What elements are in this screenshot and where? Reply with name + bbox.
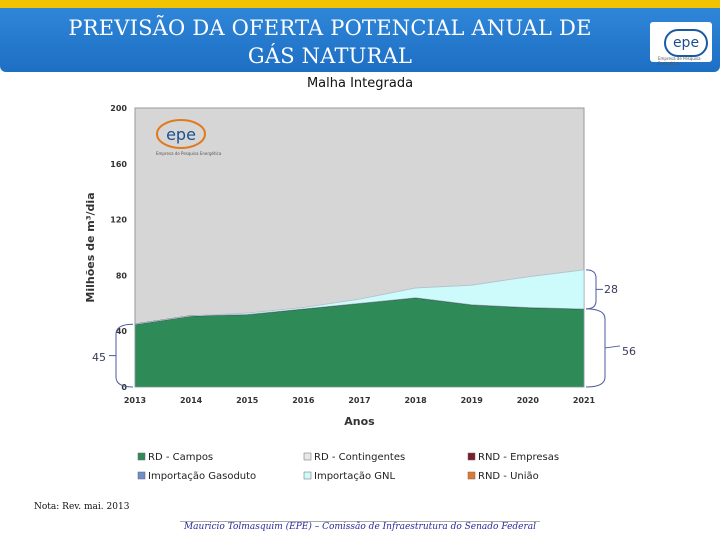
- legend-label: RND - Empresas: [478, 452, 559, 463]
- revision-note: Nota: Rev. mai. 2013: [34, 502, 130, 512]
- top-accent-strip: [0, 0, 720, 8]
- x-axis-label: Anos: [344, 415, 375, 428]
- y-tick-label: 40: [116, 327, 128, 336]
- y-tick-label: 120: [110, 216, 127, 225]
- brace-2021-national: [585, 308, 621, 388]
- brace-2021-gnl: [585, 269, 603, 310]
- y-tick-label: 200: [110, 104, 127, 113]
- legend-swatch: [137, 452, 146, 461]
- x-tick-label: 2013: [124, 396, 146, 405]
- brace-2013-total: [109, 323, 134, 388]
- inner-logo-ring: [156, 119, 206, 149]
- annotation-2021-national: 56: [622, 345, 636, 358]
- page-title: PREVISÃO DA OFERTA POTENCIAL ANUAL DE GÁ…: [60, 14, 600, 70]
- x-tick-label: 2019: [461, 396, 484, 405]
- x-tick-label: 2014: [180, 396, 203, 405]
- x-tick-label: 2015: [236, 396, 259, 405]
- inner-logo-subtitle: Empresa de Pesquisa Energética: [156, 151, 222, 156]
- area-chart: epe Empresa de Pesquisa Energética 0 40 80 12…: [84, 104, 621, 482]
- legend-swatch: [467, 452, 476, 461]
- chart-subtitle: Malha Integrada: [306, 76, 414, 91]
- x-tick-label: 2016: [292, 396, 315, 405]
- x-tick-label: 2018: [404, 396, 427, 405]
- line-importa-o-gnl: [134, 269, 585, 325]
- legend-label: Importação Gasoduto: [148, 471, 256, 482]
- legend-label: RD - Campos: [148, 452, 213, 463]
- x-tick-label: 2017: [348, 396, 370, 405]
- y-tick-label: 0: [121, 383, 127, 392]
- legend-swatch: [303, 471, 312, 480]
- x-tick-label: 2021: [573, 396, 596, 405]
- legend-swatch: [303, 452, 312, 461]
- epe-logo-text: epe: [664, 29, 708, 57]
- inner-logo-text: epe: [166, 125, 196, 144]
- annotation-2021-gnl: 28: [604, 283, 618, 296]
- footer-credit: Mauricio Tolmasquim (EPE) – Comissão de …: [180, 521, 540, 534]
- x-tick-label: 2020: [517, 396, 540, 405]
- page-title-line-1: PREVISÃO DA OFERTA POTENCIAL ANUAL DE: [68, 16, 592, 40]
- page-title-line-2: GÁS NATURAL: [247, 44, 413, 68]
- epe-logo-subtitle: Empresa de Pesquisa Energética: [658, 56, 701, 66]
- legend-swatch: [137, 471, 146, 480]
- legend-label: RND - União: [478, 471, 539, 482]
- title-banner: [0, 8, 720, 72]
- legend-label: RD - Contingentes: [314, 452, 405, 463]
- legend-swatch: [467, 471, 476, 480]
- y-axis-label: Milhões de m³/dia: [84, 192, 97, 302]
- legend-label: Importação GNL: [314, 471, 395, 482]
- annotation-2013-total: 45: [92, 351, 106, 364]
- y-tick-label: 160: [110, 160, 127, 169]
- y-tick-label: 80: [116, 271, 128, 280]
